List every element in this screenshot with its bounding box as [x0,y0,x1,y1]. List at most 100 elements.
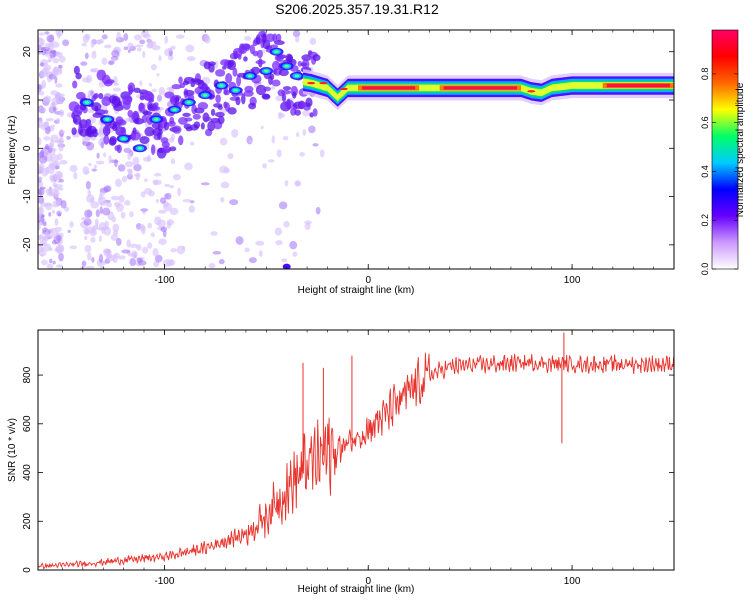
spectrogram-noise-blob [112,87,122,92]
spectrogram-noise-blob [113,75,118,85]
spectrogram-noise-blob [220,197,225,203]
spectrogram-noise-blob [54,218,59,226]
spectrogram-noise-blob [158,86,166,96]
spectrogram-noise-blob [134,34,142,41]
spectrogram-noise-blob [58,178,64,183]
spectrogram-band-blob [312,54,321,61]
spectrogram-noise-blob [244,35,252,41]
spectrogram-band-blob [72,114,82,125]
spectrogram-noise-blob [110,195,120,201]
spectrogram-noise-blob [87,94,91,98]
spectrogram-noise-blob [223,167,230,174]
spectrogram-band-blob [167,120,176,127]
spectrogram-band-blob [184,117,193,122]
snr-frame [37,329,675,571]
spectrogram-noise-blob [95,209,100,218]
spectrogram-noise-blob [38,176,43,181]
spectrogram-noise-blob [43,64,52,71]
spectrogram-noise-blob [40,202,49,208]
spectrogram-ytick-label: 20 [22,46,33,58]
spectrogram-noise-blob [112,229,119,236]
spectrogram-noise-blob [39,62,45,67]
spectrogram-noise-blob [38,181,44,187]
spectrogram-noise-blob [255,240,265,246]
spectrogram-band-blob [271,79,281,87]
spectrogram-band-blob [193,121,201,129]
spectrogram-noise-blob [177,187,181,197]
spectrogram-noise-blob [44,53,50,57]
spectrogram-noise-blob [151,44,161,51]
spectrogram-band-blob [126,95,133,103]
spectrogram-noise-blob [49,154,59,163]
spectrogram-noise-blob [66,135,71,140]
spectrogram-band-blob [238,43,245,54]
spectrogram-noise-blob [50,162,55,171]
spectrogram-noise-blob [98,235,102,242]
spectrogram-noise-blob [147,39,154,49]
spectrogram-xtick-label: -100 [154,275,174,286]
spectrogram-noise-blob [58,109,65,117]
spectrogram-noise-blob [299,152,305,157]
spectrogram-peak-core [121,137,126,140]
spectrogram-noise-blob [58,64,63,69]
spectrogram-noise-blob [94,40,103,44]
spectrogram-band-blob [236,75,242,87]
spectrogram-noise-blob [85,265,95,269]
spectrogram-noise-blob [157,219,166,228]
spectrogram-noise-blob [91,50,97,60]
spectrogram-noise-blob [220,181,230,189]
spectrogram-band-blob [93,93,99,99]
spectrogram-noise-blob [308,125,316,134]
spectrogram-noise-blob [126,168,133,174]
spectrogram-noise-blob [186,56,196,62]
spectrogram-noise-blob [214,60,219,69]
spectrogram-peak-core [247,74,253,78]
spectrogram-noise-blob [150,232,155,238]
spectrogram-noise-blob [38,189,42,196]
spectrogram-noise-blob [44,31,50,35]
spectrogram-noise-blob [58,252,64,262]
spectrogram-noise-blob [155,199,159,203]
spectrogram-noise-blob [81,42,87,47]
spectrogram-band-blob [301,59,310,70]
spectrogram-band-blob [72,80,78,89]
spectrogram-noise-blob [38,234,42,240]
colorbar-tick-label: 0.8 [700,68,710,81]
spectrogram-noise-blob [46,34,55,43]
spectrogram-noise-blob [117,164,126,172]
spectrogram-band-blob [232,67,238,77]
spectrogram-peak-core [219,84,224,87]
spectrogram-noise-blob [59,159,68,165]
spectrogram-noise-blob [276,149,282,158]
spectrogram-band-blob [192,113,201,120]
spectrogram-ytick-label: 0 [22,145,33,151]
spectrogram-peak-core [202,93,208,97]
spectrogram-noise-blob [123,200,131,206]
spectrogram-noise-blob [38,170,44,174]
spectrogram-band-blob [269,73,275,80]
spectrogram-noise-blob [93,164,97,169]
spectrogram-ytick-label: -10 [22,189,33,204]
spectrogram-noise-blob [110,234,119,241]
spectrogram-noise-blob [89,68,97,73]
spectrogram-band-blob [138,102,146,113]
spectrogram-noise-blob [111,216,117,223]
spectrogram-band-blob [312,108,318,117]
spectrogram-noise-blob [45,229,49,238]
spectrogram-noise-blob [127,151,132,161]
spectrogram-band-blob [265,33,275,42]
spectrogram-noise-blob [106,254,116,262]
colorbar-label: Normalized spectral amplitude [735,82,746,217]
spectrogram-noise-blob [182,199,192,203]
spectrogram-band-blob [217,115,225,125]
spectrogram-noise-blob [38,206,45,215]
spectrogram-noise-blob [94,218,99,226]
spectrogram-band-blob [269,44,279,49]
spectrogram-noise-blob [43,95,52,103]
spectrogram-band-blob [169,146,177,152]
spectrogram-noise-blob [50,124,55,128]
spectrogram-noise-blob [73,171,78,180]
spectrogram-noise-blob [112,223,120,232]
